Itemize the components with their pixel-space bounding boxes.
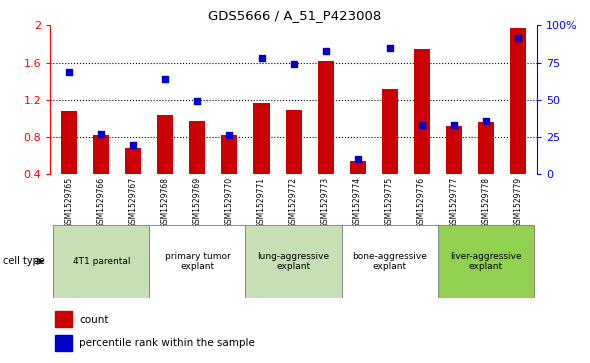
Text: GSM1529776: GSM1529776 xyxy=(417,177,426,228)
Text: GSM1529779: GSM1529779 xyxy=(513,177,522,228)
FancyBboxPatch shape xyxy=(342,225,438,298)
Point xyxy=(160,77,170,82)
Bar xyxy=(349,161,366,211)
Bar xyxy=(158,115,173,211)
Text: GSM1529770: GSM1529770 xyxy=(225,177,234,228)
Point xyxy=(225,132,234,138)
Bar xyxy=(382,89,398,211)
Text: GDS5666 / A_51_P423008: GDS5666 / A_51_P423008 xyxy=(208,9,382,22)
Bar xyxy=(478,122,494,211)
Text: GSM1529769: GSM1529769 xyxy=(193,177,202,228)
Bar xyxy=(55,335,72,351)
Point xyxy=(513,34,522,40)
FancyBboxPatch shape xyxy=(245,225,342,298)
Text: lung-aggressive
explant: lung-aggressive explant xyxy=(257,252,330,271)
Point xyxy=(193,98,202,104)
Point xyxy=(129,143,138,148)
Text: GSM1529773: GSM1529773 xyxy=(321,177,330,228)
Text: count: count xyxy=(79,315,109,325)
Text: liver-aggressive
explant: liver-aggressive explant xyxy=(450,252,522,271)
Point xyxy=(417,122,427,128)
Point xyxy=(321,48,330,53)
Bar xyxy=(126,148,142,211)
FancyBboxPatch shape xyxy=(149,225,245,298)
Text: GSM1529768: GSM1529768 xyxy=(161,177,170,228)
Bar xyxy=(286,110,301,211)
Point xyxy=(385,45,394,50)
Bar xyxy=(445,126,461,211)
Text: GSM1529778: GSM1529778 xyxy=(481,177,490,228)
Point xyxy=(257,55,266,61)
Point xyxy=(353,156,362,162)
Text: GSM1529765: GSM1529765 xyxy=(65,177,74,228)
Text: primary tumor
explant: primary tumor explant xyxy=(165,252,230,271)
Text: cell type: cell type xyxy=(3,256,45,266)
FancyBboxPatch shape xyxy=(438,225,534,298)
Point xyxy=(289,62,298,68)
Text: GSM1529775: GSM1529775 xyxy=(385,177,394,228)
Bar xyxy=(254,103,270,211)
Text: 4T1 parental: 4T1 parental xyxy=(73,257,130,266)
Text: GSM1529777: GSM1529777 xyxy=(449,177,458,228)
Point xyxy=(65,69,74,75)
Bar xyxy=(221,135,238,211)
Bar xyxy=(93,135,109,211)
Bar xyxy=(55,311,72,327)
Text: GSM1529774: GSM1529774 xyxy=(353,177,362,228)
Text: GSM1529771: GSM1529771 xyxy=(257,177,266,228)
Point xyxy=(97,131,106,137)
Text: GSM1529772: GSM1529772 xyxy=(289,177,298,228)
Text: GSM1529766: GSM1529766 xyxy=(97,177,106,228)
Text: bone-aggressive
explant: bone-aggressive explant xyxy=(352,252,427,271)
Bar xyxy=(189,121,205,211)
Bar xyxy=(510,28,526,211)
Text: GSM1529767: GSM1529767 xyxy=(129,177,138,228)
Bar xyxy=(61,111,77,211)
FancyBboxPatch shape xyxy=(53,225,149,298)
Text: percentile rank within the sample: percentile rank within the sample xyxy=(79,338,255,348)
Point xyxy=(449,122,458,128)
Bar xyxy=(414,49,430,211)
Point xyxy=(481,118,490,124)
Bar xyxy=(317,61,333,211)
